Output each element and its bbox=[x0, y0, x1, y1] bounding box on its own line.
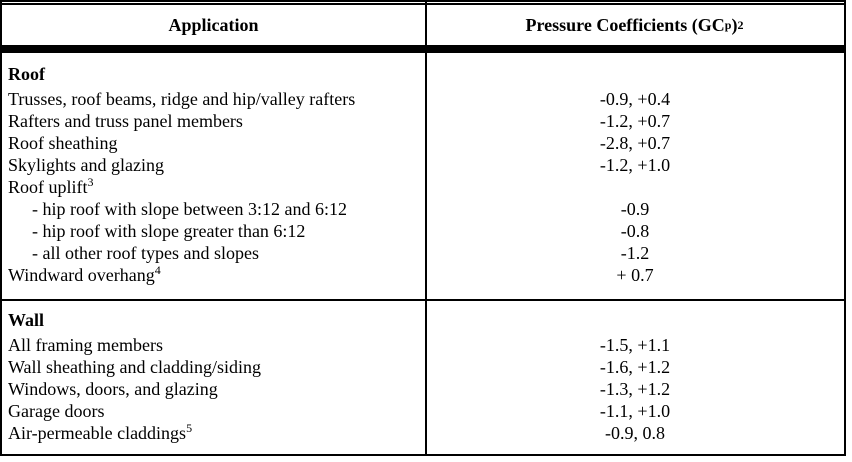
table-border-right bbox=[844, 0, 846, 456]
section-wall: Wall All framing members -1.5, +1.1 Wall… bbox=[2, 299, 844, 452]
application-cell: Skylights and glazing bbox=[2, 154, 426, 176]
application-cell: Rafters and truss panel members bbox=[2, 110, 426, 132]
application-cell: Windows, doors, and glazing bbox=[2, 378, 426, 400]
coefficient-cell: -1.2, +0.7 bbox=[599, 111, 671, 131]
table-row: Rafters and truss panel members -1.2, +0… bbox=[2, 110, 844, 132]
coefficient-cell: -0.9, 0.8 bbox=[605, 423, 665, 443]
table-row: Air-permeable claddings5 -0.9, 0.8 bbox=[2, 422, 844, 444]
row-label: - hip roof with slope greater than 6:12 bbox=[32, 221, 306, 241]
row-label: Skylights and glazing bbox=[8, 155, 164, 175]
header-subscript: p bbox=[724, 17, 732, 32]
row-label: Wall sheathing and cladding/siding bbox=[8, 357, 262, 377]
row-label: - hip roof with slope between 3:12 and 6… bbox=[32, 199, 347, 219]
application-cell: Roof uplift3 bbox=[2, 176, 426, 198]
coefficient-cell: -2.8, +0.7 bbox=[599, 133, 671, 153]
application-cell: Garage doors bbox=[2, 400, 426, 422]
row-label: Rafters and truss panel members bbox=[8, 111, 243, 131]
table-row: - hip roof with slope between 3:12 and 6… bbox=[2, 198, 844, 220]
row-label: Roof sheathing bbox=[8, 133, 118, 153]
table-row: Trusses, roof beams, ridge and hip/valle… bbox=[2, 88, 844, 110]
row-label: Garage doors bbox=[8, 401, 105, 421]
application-cell: - hip roof with slope between 3:12 and 6… bbox=[2, 198, 426, 220]
coefficient-cell: -1.5, +1.1 bbox=[599, 335, 671, 355]
section-title-roof: Roof bbox=[8, 64, 45, 84]
table-border-bottom bbox=[0, 454, 846, 456]
section-divider bbox=[0, 299, 846, 301]
table-border-top-inner bbox=[0, 3, 846, 5]
table-row: Windows, doors, and glazing -1.3, +1.2 bbox=[2, 378, 844, 400]
row-label: Roof uplift bbox=[8, 177, 88, 197]
header-footnote-marker: 2 bbox=[737, 17, 744, 32]
coefficient-cell: -1.3, +1.2 bbox=[599, 379, 671, 399]
header-text: Pressure Coefficients (GC bbox=[525, 14, 725, 35]
section-title-wall: Wall bbox=[8, 310, 45, 330]
table-row: Windward overhang4 + 0.7 bbox=[2, 264, 844, 286]
application-cell: All framing members bbox=[2, 334, 426, 356]
row-label: - all other roof types and slopes bbox=[32, 243, 259, 263]
header-close-paren: ) bbox=[731, 14, 738, 35]
table-row: Garage doors -1.1, +1.0 bbox=[2, 400, 844, 422]
application-cell: Roof sheathing bbox=[2, 132, 426, 154]
table-row: Skylights and glazing -1.2, +1.0 bbox=[2, 154, 844, 176]
table-header-row: Application Pressure Coefficients (GC p) 2 bbox=[2, 5, 844, 45]
table-border-left bbox=[0, 0, 2, 456]
column-header-application: Application bbox=[168, 14, 259, 35]
row-label: Trusses, roof beams, ridge and hip/valle… bbox=[8, 89, 356, 109]
coefficient-cell: -1.1, +1.0 bbox=[599, 401, 671, 421]
table-row: - hip roof with slope greater than 6:12 … bbox=[2, 220, 844, 242]
coefficient-cell bbox=[426, 176, 844, 198]
coefficient-cell: -1.6, +1.2 bbox=[599, 357, 671, 377]
application-cell: Air-permeable claddings5 bbox=[2, 422, 426, 444]
application-cell: Wall sheathing and cladding/siding bbox=[2, 356, 426, 378]
application-cell: Windward overhang4 bbox=[2, 264, 426, 286]
row-label: Air-permeable claddings bbox=[8, 423, 187, 443]
coefficient-cell: + 0.7 bbox=[616, 265, 654, 285]
table-row: All framing members -1.5, +1.1 bbox=[2, 334, 844, 356]
coefficient-cell: -0.8 bbox=[620, 221, 650, 241]
table-border-top-outer bbox=[0, 0, 846, 2]
row-label: Windows, doors, and glazing bbox=[8, 379, 218, 399]
application-cell: - hip roof with slope greater than 6:12 bbox=[2, 220, 426, 242]
section-roof: Roof Trusses, roof beams, ridge and hip/… bbox=[2, 53, 844, 299]
footnote-marker: 3 bbox=[87, 176, 94, 189]
application-cell: - all other roof types and slopes bbox=[2, 242, 426, 264]
column-divider bbox=[425, 0, 427, 456]
table-body: Roof Trusses, roof beams, ridge and hip/… bbox=[2, 53, 844, 452]
coefficient-cell: -1.2 bbox=[620, 243, 650, 263]
coefficient-cell: -0.9, +0.4 bbox=[599, 89, 671, 109]
table-row: - all other roof types and slopes -1.2 bbox=[2, 242, 844, 264]
table-row: Wall sheathing and cladding/siding -1.6,… bbox=[2, 356, 844, 378]
column-header-pressure-coefficients: Pressure Coefficients (GC p) 2 bbox=[425, 5, 844, 45]
row-label: All framing members bbox=[8, 335, 163, 355]
table-row: Roof uplift3 bbox=[2, 176, 844, 198]
coefficient-cell: -0.9 bbox=[620, 199, 650, 219]
footnote-marker: 5 bbox=[186, 422, 193, 435]
row-label: Windward overhang bbox=[8, 265, 155, 285]
header-separator-band bbox=[0, 45, 846, 53]
footnote-marker: 4 bbox=[154, 264, 161, 277]
coefficient-cell: -1.2, +1.0 bbox=[599, 155, 671, 175]
application-cell: Trusses, roof beams, ridge and hip/valle… bbox=[2, 88, 426, 110]
table-row: Roof sheathing -2.8, +0.7 bbox=[2, 132, 844, 154]
